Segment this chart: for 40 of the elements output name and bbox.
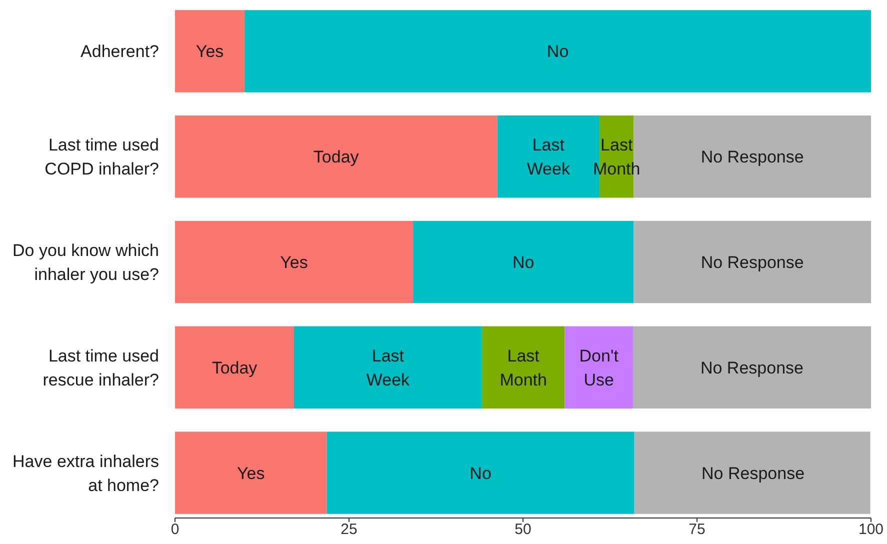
bar	[634, 432, 870, 514]
annotation: No Response	[700, 358, 804, 377]
annotation: Yes	[280, 252, 308, 272]
y-tick-label: Last time used COPD inhaler?	[44, 135, 159, 178]
annotation: Last Month	[500, 346, 547, 389]
y-tick-label: Last time used rescue inhaler?	[42, 346, 159, 389]
annotation: No Response	[702, 463, 805, 482]
bar	[564, 326, 633, 408]
y-tick-label: Have extra inhalers at home?	[12, 451, 159, 494]
bar	[482, 326, 565, 408]
bar	[175, 432, 327, 514]
bar	[175, 116, 498, 198]
annotation: No	[512, 252, 534, 272]
x-tick-label: 50	[514, 521, 532, 538]
x-tick-label: 75	[688, 521, 706, 538]
annotation: Yes	[196, 42, 224, 61]
annotation: No	[470, 463, 492, 482]
bar	[175, 326, 294, 408]
bar	[634, 220, 871, 304]
x-tick-label: 0	[170, 521, 180, 538]
bar	[244, 10, 871, 92]
bar	[632, 326, 871, 408]
annotation: Today	[212, 358, 258, 377]
annotation: No Response	[700, 147, 804, 166]
y-tick-label: Adherent?	[80, 42, 159, 61]
annotation: Don't Use	[579, 346, 619, 389]
x-tick-label: 100	[858, 521, 884, 538]
x-tick-label: 25	[340, 521, 358, 538]
bar	[175, 220, 414, 304]
bar	[326, 432, 634, 514]
bar	[413, 220, 634, 304]
annotation: Last Week	[526, 135, 570, 178]
y-tick-label: Do you know which inhaler you use?	[12, 240, 159, 284]
annotation: Yes	[236, 463, 265, 482]
annotation: Today	[313, 147, 360, 166]
annotation: No	[546, 42, 569, 61]
annotation: Last Week	[366, 346, 410, 389]
annotation: No Response	[700, 252, 804, 272]
bar	[294, 326, 482, 408]
bar	[175, 10, 245, 92]
